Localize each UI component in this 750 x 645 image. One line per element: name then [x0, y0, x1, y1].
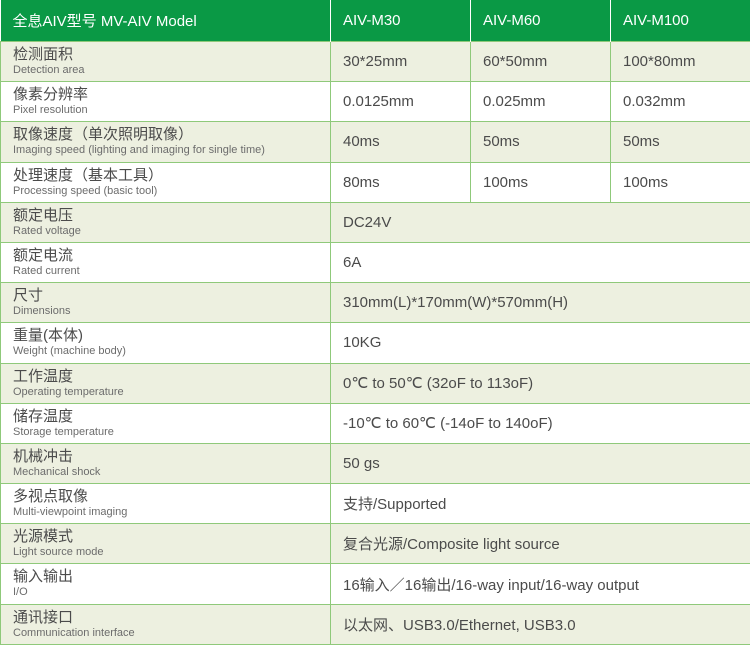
row-label-cn: 多视点取像 [13, 488, 318, 506]
table-row: 通讯接口Communication interface以太网、USB3.0/Et… [1, 604, 750, 644]
header-label: 全息AIV型号 MV-AIV Model [1, 0, 331, 42]
row-value: 0.032mm [611, 82, 750, 122]
row-label-cn: 尺寸 [13, 287, 318, 305]
row-value-merged: 6A [331, 242, 750, 282]
row-label: 机械冲击Mechanical shock [1, 443, 331, 483]
row-label-en: Pixel resolution [13, 104, 318, 117]
row-label-cn: 重量(本体) [13, 327, 318, 345]
row-label: 重量(本体)Weight (machine body) [1, 323, 331, 363]
row-label-en: Rated current [13, 265, 318, 278]
table-row: 取像速度（单次照明取像）Imaging speed (lighting and … [1, 122, 750, 162]
row-label-en: Operating temperature [13, 386, 318, 399]
row-label: 像素分辨率Pixel resolution [1, 82, 331, 122]
row-value-merged: 复合光源/Composite light source [331, 524, 750, 564]
row-label-en: Storage temperature [13, 426, 318, 439]
row-value: 50ms [471, 122, 611, 162]
row-label-en: Weight (machine body) [13, 345, 318, 358]
row-value-merged: 0℃ to 50℃ (32oF to 113oF) [331, 363, 750, 403]
row-label-en: Detection area [13, 64, 318, 77]
row-value: 80ms [331, 162, 471, 202]
row-label-cn: 检测面积 [13, 46, 318, 64]
row-value-merged: DC24V [331, 202, 750, 242]
table-row: 额定电压Rated voltageDC24V [1, 202, 750, 242]
row-label: 多视点取像Multi-viewpoint imaging [1, 484, 331, 524]
row-value-merged: 以太网、USB3.0/Ethernet, USB3.0 [331, 604, 750, 644]
row-value-merged: 310mm(L)*170mm(W)*570mm(H) [331, 283, 750, 323]
row-label-en: Processing speed (basic tool) [13, 185, 318, 198]
row-value-merged: 50 gs [331, 443, 750, 483]
row-label: 取像速度（单次照明取像）Imaging speed (lighting and … [1, 122, 331, 162]
row-value: 100ms [611, 162, 750, 202]
row-value-merged: -10℃ to 60℃ (-14oF to 140oF) [331, 403, 750, 443]
row-value: 0.025mm [471, 82, 611, 122]
row-value: 100ms [471, 162, 611, 202]
row-label: 储存温度Storage temperature [1, 403, 331, 443]
row-label-en: Communication interface [13, 627, 318, 640]
row-label: 工作温度Operating temperature [1, 363, 331, 403]
spec-table: 全息AIV型号 MV-AIV Model AIV-M30 AIV-M60 AIV… [0, 0, 750, 645]
row-label: 额定电压Rated voltage [1, 202, 331, 242]
table-row: 重量(本体)Weight (machine body)10KG [1, 323, 750, 363]
row-label-en: Mechanical shock [13, 466, 318, 479]
row-value-merged: 10KG [331, 323, 750, 363]
row-label-cn: 通讯接口 [13, 609, 318, 627]
table-row: 尺寸Dimensions310mm(L)*170mm(W)*570mm(H) [1, 283, 750, 323]
row-label: 检测面积Detection area [1, 42, 331, 82]
table-row: 储存温度Storage temperature-10℃ to 60℃ (-14o… [1, 403, 750, 443]
row-value: 40ms [331, 122, 471, 162]
row-label-cn: 取像速度（单次照明取像） [13, 126, 318, 144]
table-row: 像素分辨率Pixel resolution0.0125mm0.025mm0.03… [1, 82, 750, 122]
header-row: 全息AIV型号 MV-AIV Model AIV-M30 AIV-M60 AIV… [1, 0, 750, 42]
table-row: 检测面积Detection area30*25mm60*50mm100*80mm [1, 42, 750, 82]
table-row: 处理速度（基本工具）Processing speed (basic tool)8… [1, 162, 750, 202]
table-row: 多视点取像Multi-viewpoint imaging支持/Supported [1, 484, 750, 524]
table-row: 工作温度Operating temperature0℃ to 50℃ (32oF… [1, 363, 750, 403]
table-row: 输入输出I/O16输入／16输出/16-way input/16-way out… [1, 564, 750, 604]
row-label-cn: 处理速度（基本工具） [13, 167, 318, 185]
row-label: 额定电流Rated current [1, 242, 331, 282]
row-value: 0.0125mm [331, 82, 471, 122]
row-value-merged: 16输入／16输出/16-way input/16-way output [331, 564, 750, 604]
row-label: 输入输出I/O [1, 564, 331, 604]
row-value-merged: 支持/Supported [331, 484, 750, 524]
row-value: 100*80mm [611, 42, 750, 82]
row-label: 光源模式Light source mode [1, 524, 331, 564]
row-label-en: Rated voltage [13, 225, 318, 238]
row-label-cn: 机械冲击 [13, 448, 318, 466]
row-label-cn: 额定电流 [13, 247, 318, 265]
table-row: 机械冲击Mechanical shock50 gs [1, 443, 750, 483]
row-label-cn: 光源模式 [13, 528, 318, 546]
row-label-en: I/O [13, 586, 318, 599]
row-label-en: Multi-viewpoint imaging [13, 506, 318, 519]
row-label-cn: 像素分辨率 [13, 86, 318, 104]
row-label-cn: 输入输出 [13, 568, 318, 586]
row-label-en: Imaging speed (lighting and imaging for … [13, 144, 318, 157]
row-label-en: Dimensions [13, 305, 318, 318]
row-label-cn: 额定电压 [13, 207, 318, 225]
header-col-0: AIV-M30 [331, 0, 471, 42]
table-row: 额定电流Rated current6A [1, 242, 750, 282]
header-col-2: AIV-M100 [611, 0, 750, 42]
row-label-cn: 工作温度 [13, 368, 318, 386]
header-col-1: AIV-M60 [471, 0, 611, 42]
row-value: 30*25mm [331, 42, 471, 82]
table-row: 光源模式Light source mode复合光源/Composite ligh… [1, 524, 750, 564]
row-label-cn: 储存温度 [13, 408, 318, 426]
row-label: 尺寸Dimensions [1, 283, 331, 323]
row-label-en: Light source mode [13, 546, 318, 559]
row-value: 50ms [611, 122, 750, 162]
row-value: 60*50mm [471, 42, 611, 82]
row-label: 通讯接口Communication interface [1, 604, 331, 644]
row-label: 处理速度（基本工具）Processing speed (basic tool) [1, 162, 331, 202]
